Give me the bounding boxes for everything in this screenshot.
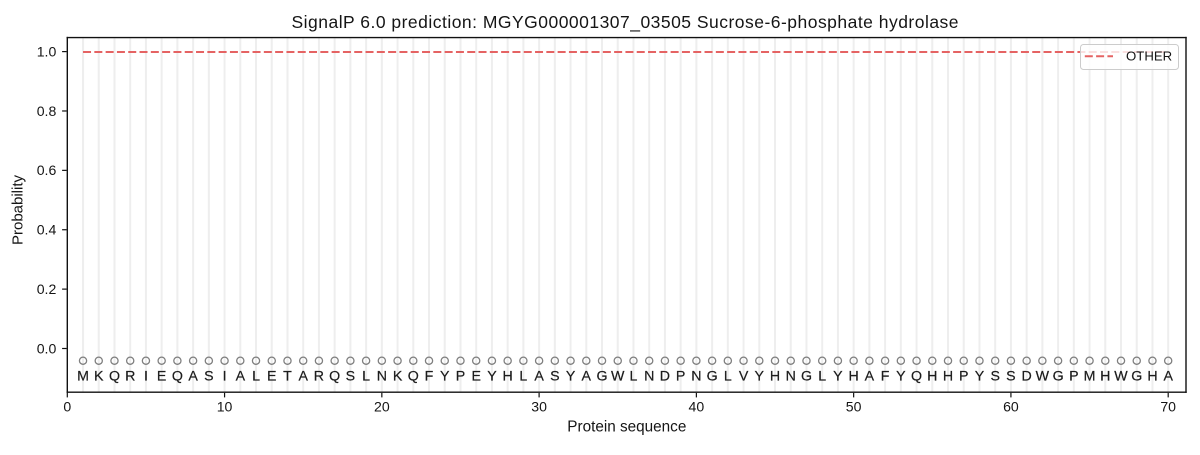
svg-text:L: L bbox=[630, 369, 638, 385]
svg-text:Y: Y bbox=[833, 369, 843, 385]
svg-text:D: D bbox=[660, 369, 670, 385]
svg-text:Y: Y bbox=[566, 369, 576, 385]
svg-text:V: V bbox=[739, 369, 749, 385]
svg-text:P: P bbox=[456, 369, 465, 385]
svg-text:N: N bbox=[644, 369, 654, 385]
svg-text:L: L bbox=[362, 369, 370, 385]
svg-text:M: M bbox=[1084, 369, 1096, 385]
svg-text:P: P bbox=[676, 369, 685, 385]
svg-text:P: P bbox=[1069, 369, 1078, 385]
svg-text:H: H bbox=[943, 369, 953, 385]
svg-text:0.0: 0.0 bbox=[37, 340, 57, 356]
svg-text:A: A bbox=[236, 369, 246, 385]
svg-text:F: F bbox=[881, 369, 890, 385]
svg-text:A: A bbox=[1163, 369, 1173, 385]
svg-text:Probability: Probability bbox=[9, 174, 26, 245]
svg-text:Y: Y bbox=[755, 369, 765, 385]
svg-text:A: A bbox=[188, 369, 198, 385]
svg-text:0.4: 0.4 bbox=[37, 222, 57, 238]
svg-text:H: H bbox=[1147, 369, 1157, 385]
svg-text:G: G bbox=[1053, 369, 1064, 385]
svg-text:Protein sequence: Protein sequence bbox=[567, 419, 686, 436]
svg-text:K: K bbox=[393, 369, 403, 385]
svg-text:W: W bbox=[611, 369, 625, 385]
svg-text:S: S bbox=[346, 369, 355, 385]
svg-text:A: A bbox=[534, 369, 544, 385]
svg-text:N: N bbox=[691, 369, 701, 385]
svg-text:D: D bbox=[1022, 369, 1032, 385]
svg-text:A: A bbox=[298, 369, 308, 385]
svg-text:30: 30 bbox=[531, 399, 547, 415]
svg-text:0.8: 0.8 bbox=[37, 103, 57, 119]
svg-text:N: N bbox=[377, 369, 387, 385]
svg-text:Q: Q bbox=[911, 369, 922, 385]
svg-text:L: L bbox=[252, 369, 260, 385]
svg-text:H: H bbox=[770, 369, 780, 385]
svg-text:L: L bbox=[724, 369, 732, 385]
svg-text:OTHER: OTHER bbox=[1126, 49, 1172, 64]
svg-text:K: K bbox=[94, 369, 104, 385]
svg-text:H: H bbox=[503, 369, 513, 385]
svg-text:N: N bbox=[786, 369, 796, 385]
svg-text:R: R bbox=[125, 369, 135, 385]
svg-text:70: 70 bbox=[1160, 399, 1176, 415]
svg-text:E: E bbox=[471, 369, 480, 385]
svg-text:Q: Q bbox=[109, 369, 120, 385]
svg-text:Y: Y bbox=[896, 369, 906, 385]
svg-text:G: G bbox=[1131, 369, 1142, 385]
svg-text:60: 60 bbox=[1003, 399, 1019, 415]
svg-text:I: I bbox=[223, 369, 227, 385]
svg-text:P: P bbox=[959, 369, 968, 385]
svg-text:Q: Q bbox=[329, 369, 340, 385]
svg-text:E: E bbox=[267, 369, 276, 385]
svg-text:1.0: 1.0 bbox=[37, 43, 57, 59]
svg-text:G: G bbox=[707, 369, 718, 385]
svg-text:S: S bbox=[204, 369, 213, 385]
svg-text:40: 40 bbox=[689, 399, 705, 415]
svg-text:0: 0 bbox=[63, 399, 71, 415]
svg-text:0.2: 0.2 bbox=[37, 281, 57, 297]
svg-text:M: M bbox=[77, 369, 89, 385]
svg-text:L: L bbox=[519, 369, 527, 385]
svg-text:L: L bbox=[818, 369, 826, 385]
svg-text:G: G bbox=[801, 369, 812, 385]
svg-text:H: H bbox=[927, 369, 937, 385]
svg-text:Q: Q bbox=[408, 369, 419, 385]
svg-text:20: 20 bbox=[374, 399, 390, 415]
svg-text:G: G bbox=[596, 369, 607, 385]
svg-text:H: H bbox=[849, 369, 859, 385]
svg-text:Y: Y bbox=[487, 369, 497, 385]
svg-text:A: A bbox=[582, 369, 592, 385]
svg-text:I: I bbox=[144, 369, 148, 385]
svg-text:50: 50 bbox=[846, 399, 862, 415]
svg-text:S: S bbox=[990, 369, 999, 385]
svg-text:Y: Y bbox=[975, 369, 985, 385]
svg-text:0.6: 0.6 bbox=[37, 162, 57, 178]
svg-text:H: H bbox=[1100, 369, 1110, 385]
svg-text:T: T bbox=[283, 369, 292, 385]
svg-text:W: W bbox=[1036, 369, 1050, 385]
svg-text:W: W bbox=[1114, 369, 1128, 385]
svg-text:S: S bbox=[550, 369, 559, 385]
svg-text:E: E bbox=[157, 369, 166, 385]
svg-text:R: R bbox=[314, 369, 324, 385]
svg-text:S: S bbox=[1006, 369, 1015, 385]
svg-text:Y: Y bbox=[440, 369, 450, 385]
svg-text:F: F bbox=[425, 369, 434, 385]
svg-text:SignalP 6.0 prediction: MGYG00: SignalP 6.0 prediction: MGYG000001307_03… bbox=[292, 12, 959, 33]
svg-text:Q: Q bbox=[172, 369, 183, 385]
svg-text:10: 10 bbox=[217, 399, 233, 415]
svg-text:A: A bbox=[865, 369, 875, 385]
